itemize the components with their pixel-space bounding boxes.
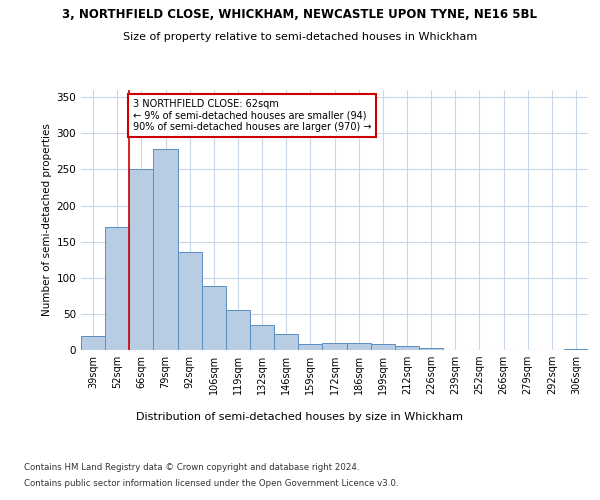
Bar xyxy=(178,252,202,350)
Bar xyxy=(347,343,371,350)
Bar xyxy=(105,227,129,350)
Bar xyxy=(564,348,588,350)
Bar xyxy=(274,334,298,350)
Text: Size of property relative to semi-detached houses in Whickham: Size of property relative to semi-detach… xyxy=(123,32,477,42)
Bar xyxy=(371,344,395,350)
Bar xyxy=(154,149,178,350)
Text: Distribution of semi-detached houses by size in Whickham: Distribution of semi-detached houses by … xyxy=(137,412,464,422)
Bar xyxy=(322,343,347,350)
Bar xyxy=(419,348,443,350)
Text: Contains HM Land Registry data © Crown copyright and database right 2024.: Contains HM Land Registry data © Crown c… xyxy=(24,462,359,471)
Bar xyxy=(226,310,250,350)
Bar xyxy=(298,344,322,350)
Bar xyxy=(81,336,105,350)
Y-axis label: Number of semi-detached properties: Number of semi-detached properties xyxy=(42,124,52,316)
Bar xyxy=(129,168,154,350)
Bar xyxy=(395,346,419,350)
Text: 3, NORTHFIELD CLOSE, WHICKHAM, NEWCASTLE UPON TYNE, NE16 5BL: 3, NORTHFIELD CLOSE, WHICKHAM, NEWCASTLE… xyxy=(62,8,538,20)
Text: 3 NORTHFIELD CLOSE: 62sqm
← 9% of semi-detached houses are smaller (94)
90% of s: 3 NORTHFIELD CLOSE: 62sqm ← 9% of semi-d… xyxy=(133,98,371,132)
Bar xyxy=(202,286,226,350)
Text: Contains public sector information licensed under the Open Government Licence v3: Contains public sector information licen… xyxy=(24,479,398,488)
Bar xyxy=(250,324,274,350)
